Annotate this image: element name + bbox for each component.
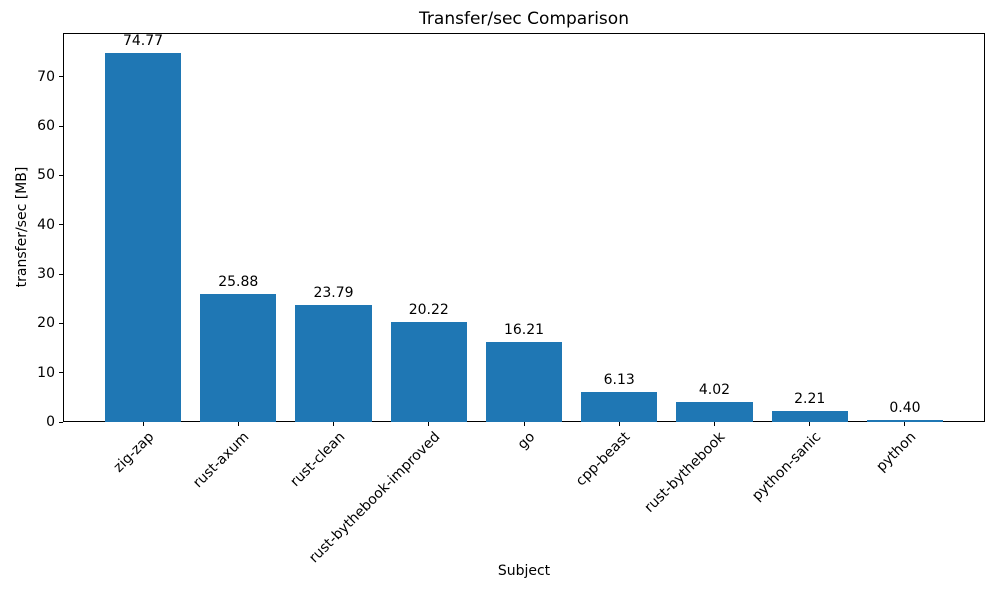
- bar-value-label: 4.02: [698, 382, 731, 399]
- bar-value-label: 23.79: [313, 284, 354, 301]
- bar: [104, 53, 182, 422]
- y-tick-mark: [59, 421, 63, 423]
- y-tick-label: 30: [37, 266, 55, 283]
- bar-value-label: 20.22: [408, 302, 449, 319]
- y-tick-label: 70: [37, 68, 55, 85]
- bar-value-label: 6.13: [603, 371, 635, 388]
- x-tick-mark: [618, 422, 620, 426]
- x-tick-mark: [142, 422, 144, 426]
- bar: [390, 322, 467, 422]
- x-tick-mark: [428, 422, 430, 426]
- bar: [771, 411, 848, 422]
- bar: [485, 342, 563, 422]
- bar-value-label: 25.88: [218, 274, 259, 291]
- y-tick-mark: [59, 372, 63, 374]
- y-tick-mark: [59, 322, 63, 324]
- chart-title: Transfer/sec Comparison: [419, 9, 629, 29]
- x-axis-title: Subject: [497, 563, 551, 579]
- bar: [866, 420, 944, 422]
- y-tick-mark: [59, 273, 63, 275]
- y-tick-label: 10: [37, 364, 55, 381]
- y-tick-mark: [59, 224, 63, 226]
- bar: [200, 294, 277, 422]
- y-tick-label: 40: [37, 216, 55, 233]
- y-tick-label: 50: [37, 167, 55, 184]
- y-tick-mark: [59, 125, 63, 127]
- y-tick-mark: [59, 174, 63, 176]
- x-tick-mark: [713, 422, 715, 426]
- bar: [295, 304, 372, 422]
- bar: [676, 402, 753, 422]
- x-tick-mark: [904, 422, 906, 426]
- y-tick-label: 20: [37, 315, 55, 332]
- bar-value-label: 2.21: [794, 391, 826, 408]
- bar: [581, 391, 658, 422]
- x-tick-mark: [523, 422, 525, 426]
- bar-value-label: 74.77: [122, 33, 164, 50]
- x-tick-mark: [333, 422, 334, 426]
- y-tick-label: 60: [37, 118, 55, 135]
- x-tick-mark: [237, 422, 239, 426]
- y-tick-mark: [59, 76, 63, 78]
- x-tick-mark: [809, 422, 811, 426]
- y-tick-label: 0: [46, 414, 55, 430]
- bar-value-label: 0.40: [889, 400, 921, 417]
- bar-value-label: 16.21: [503, 322, 545, 339]
